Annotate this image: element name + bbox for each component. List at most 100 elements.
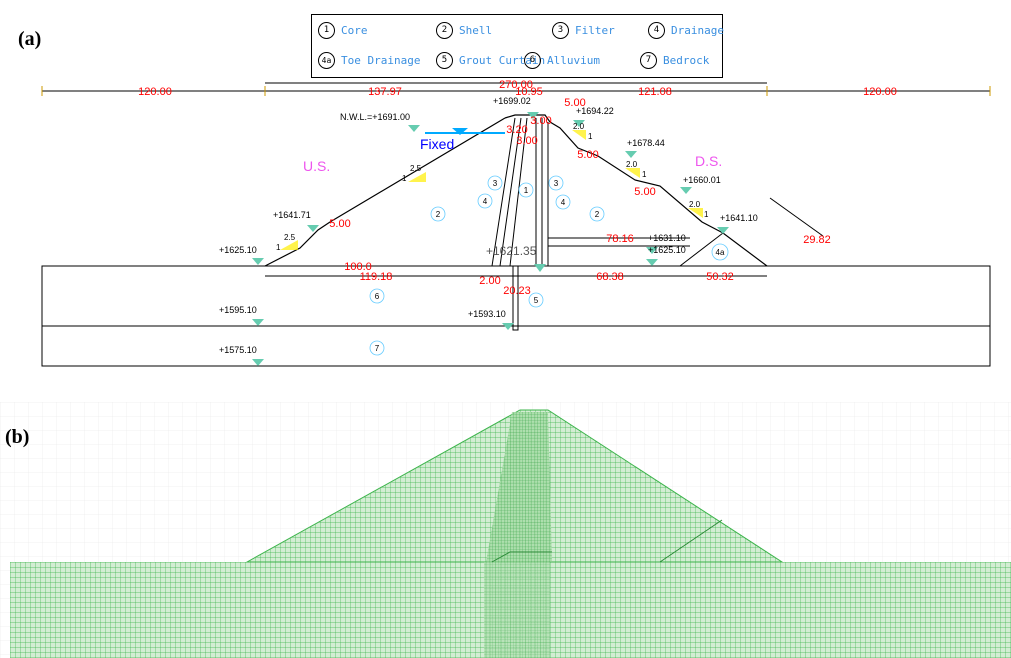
filter-us-outer bbox=[491, 117, 516, 267]
elev-ds-6: +1625.10 bbox=[648, 245, 686, 255]
core-base-boundary bbox=[491, 551, 552, 563]
dim-core-base: 2.00 bbox=[479, 275, 500, 287]
zone-drain-us: 4 bbox=[483, 197, 488, 206]
zone-alluvium: 6 bbox=[375, 292, 380, 301]
elev-core-bottom: +1621.35 bbox=[486, 244, 537, 258]
elev-ds-2: +1678.44 bbox=[627, 138, 665, 148]
dim-ds-berm-2: 5.00 bbox=[634, 186, 655, 198]
zone-grout: 5 bbox=[534, 296, 539, 305]
core-us-face bbox=[509, 117, 528, 267]
finite-element-mesh bbox=[0, 402, 1011, 658]
panel-label-a: (a) bbox=[18, 28, 42, 50]
elev-ds-3: +1660.01 bbox=[683, 175, 721, 185]
toe-drain-boundary bbox=[679, 232, 724, 267]
legend-label: Grout Curtain bbox=[459, 54, 546, 67]
dim-crest-offset-b: 3.00 bbox=[530, 115, 551, 127]
legend-num: 2 bbox=[436, 22, 453, 39]
bedrock-layer bbox=[41, 325, 991, 367]
dim-right-extent: 120.00 bbox=[863, 86, 897, 98]
dim-foundation-us: 100.0 bbox=[344, 261, 372, 273]
slope-mark-ds-2 bbox=[625, 168, 640, 178]
elevation-markers bbox=[252, 112, 729, 366]
legend-item-filter: 3 Filter bbox=[552, 22, 615, 39]
legend-label: Core bbox=[341, 24, 368, 37]
filter-us-inner bbox=[499, 117, 522, 267]
slope-ds-1-v: 1 bbox=[588, 132, 593, 141]
slope-mark-us-lower bbox=[280, 240, 298, 250]
legend-num: 3 bbox=[552, 22, 569, 39]
elevation-labels: +1699.02 N.W.L.=+1691.00 +1694.22 +1678.… bbox=[219, 96, 758, 355]
dim-us-width: 137.97 bbox=[368, 86, 402, 98]
dim-left-extent: 120.00 bbox=[138, 86, 172, 98]
legend-num: 5 bbox=[436, 52, 453, 69]
zone-filter-us: 3 bbox=[493, 179, 498, 188]
elev-ds-1: +1694.22 bbox=[576, 106, 614, 116]
slope-ds-3-h: 2.0 bbox=[689, 200, 701, 209]
legend-label: Filter bbox=[575, 24, 615, 37]
dim-foundation-ds: 68.38 bbox=[596, 271, 624, 283]
zone-filter-ds: 3 bbox=[554, 179, 559, 188]
dim-drain-length: 78.16 bbox=[606, 233, 634, 245]
slope-us-lower-h: 2.5 bbox=[284, 233, 296, 242]
legend-item-drainage: 4 Drainage bbox=[648, 22, 724, 39]
legend-item-core: 1 Core bbox=[318, 22, 368, 39]
elev-ds-4: +1641.10 bbox=[720, 213, 758, 223]
legend-item-shell: 2 Shell bbox=[436, 22, 492, 39]
dim-toe-slope: 29.82 bbox=[803, 234, 831, 246]
grout-curtain bbox=[512, 265, 519, 331]
legend-label: Bedrock bbox=[663, 54, 710, 67]
dimension-labels: 120.00 120.00 270.00 137.97 10.95 121.08… bbox=[138, 79, 897, 297]
panel-label-b: (b) bbox=[5, 426, 30, 448]
dim-crest-width: 10.95 bbox=[515, 86, 543, 98]
elev-nwl: N.W.L.=+1691.00 bbox=[340, 112, 410, 122]
legend-num: 7 bbox=[640, 52, 657, 69]
elev-crest: +1699.02 bbox=[493, 96, 531, 106]
slope-labels: 2.5 1 2.5 1 2.0 1 2.0 1 2.0 1 bbox=[276, 122, 709, 252]
downstream-slope bbox=[549, 121, 768, 267]
elev-ds-5: +1631.10 bbox=[648, 233, 686, 243]
legend-label: Alluvium bbox=[547, 54, 600, 67]
dim-crest-offset-a: 3.20 bbox=[506, 124, 527, 136]
legend-item-bedrock: 7 Bedrock bbox=[640, 52, 709, 69]
slope-mark-ds-3 bbox=[688, 208, 703, 218]
zone-bedrock: 7 bbox=[375, 344, 380, 353]
upstream-slope bbox=[264, 117, 506, 267]
slope-us-upper-h: 2.5 bbox=[410, 164, 422, 173]
elev-us-berm: +1641.71 bbox=[273, 210, 311, 220]
legend-item-alluvium: 6 Alluvium bbox=[524, 52, 600, 69]
legend-item-toe-drainage: 4a Toe Drainage bbox=[318, 52, 420, 69]
elev-grout-bottom: +1593.10 bbox=[468, 309, 506, 319]
legend-num: 4a bbox=[318, 52, 335, 69]
zone-markers: 1 2 2 3 3 4 4 4a 5 6 7 bbox=[369, 175, 729, 356]
slope-mark-us-upper bbox=[408, 172, 426, 182]
dim-ds-berm-1: 5.00 bbox=[577, 149, 598, 161]
core-mesh bbox=[486, 412, 552, 562]
fixed-label: Fixed bbox=[420, 136, 454, 152]
slope-us-upper-v: 1 bbox=[402, 174, 407, 183]
grout-zone-mesh bbox=[484, 562, 550, 658]
dim-foundation-ds-b: 50.32 bbox=[706, 271, 734, 283]
zone-shell-us: 2 bbox=[436, 210, 441, 219]
dam-cross-section: 120.00 120.00 270.00 137.97 10.95 121.08… bbox=[41, 79, 991, 367]
legend-num: 1 bbox=[318, 22, 335, 39]
dim-total-width: 270.00 bbox=[499, 79, 533, 91]
dim-us-berm: 5.00 bbox=[329, 218, 350, 230]
downstream-label: D.S. bbox=[695, 153, 722, 169]
elev-alluvium-bottom: +1595.10 bbox=[219, 305, 257, 315]
slope-ds-2-v: 1 bbox=[642, 170, 647, 179]
toe-slope-line bbox=[769, 197, 824, 237]
zone-shell-ds: 2 bbox=[595, 210, 600, 219]
dim-crest-offset-c: 3.00 bbox=[516, 135, 537, 147]
dim-grout-width: 20.23 bbox=[503, 285, 531, 297]
legend-label: Shell bbox=[459, 24, 493, 37]
water-level-marker bbox=[452, 128, 468, 135]
slope-us-lower-v: 1 bbox=[276, 243, 281, 252]
zone-drain-ds: 4 bbox=[561, 198, 566, 207]
slope-ds-2-h: 2.0 bbox=[626, 160, 638, 169]
elev-us-toe: +1625.10 bbox=[219, 245, 257, 255]
zone-legend: 1 Core 2 Shell 3 Filter 4 Drainage 4a To… bbox=[311, 14, 724, 78]
upstream-label: U.S. bbox=[303, 158, 330, 174]
slope-ds-3-v: 1 bbox=[704, 210, 709, 219]
zone-toe-drain: 4a bbox=[716, 248, 725, 257]
legend-num: 6 bbox=[524, 52, 541, 69]
